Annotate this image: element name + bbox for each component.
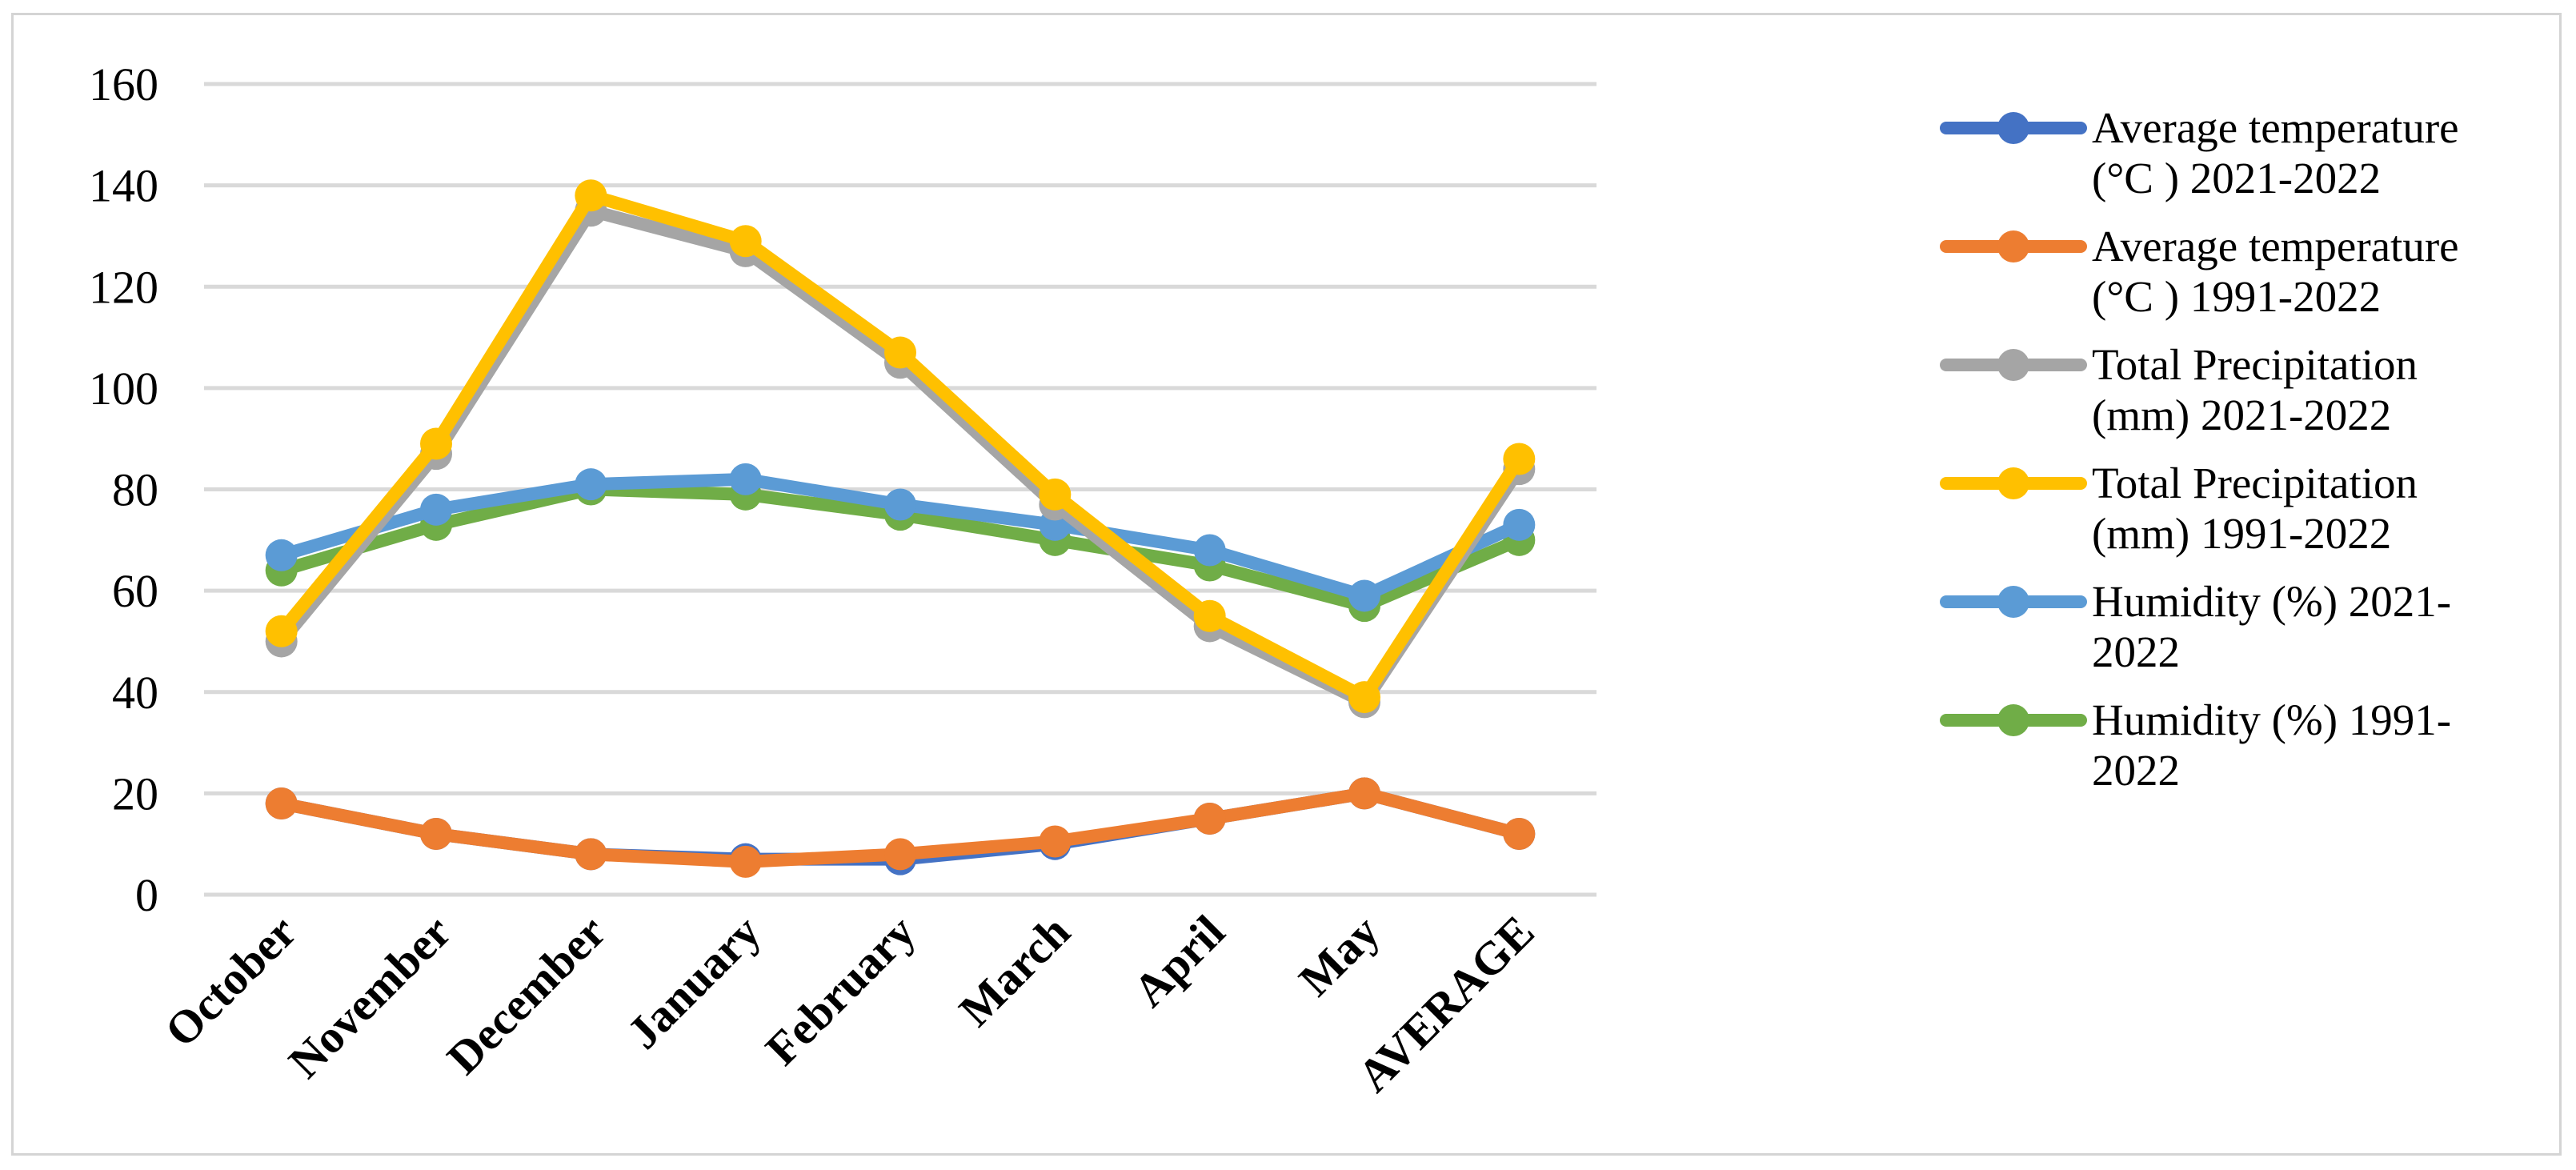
data-point xyxy=(729,225,762,258)
data-point xyxy=(1503,508,1536,541)
data-point xyxy=(729,463,762,495)
x-category-label: February xyxy=(755,905,925,1075)
series-line xyxy=(274,189,1526,704)
data-point xyxy=(729,845,762,878)
legend-swatch-marker xyxy=(1997,704,2029,736)
legend-label: Total Precipitation (mm) 2021-2022 xyxy=(2092,340,2418,439)
legend-entry: Humidity (%) 1991-2022 xyxy=(1940,695,2451,795)
legend-label: Average temperature (°C ) 1991-2022 xyxy=(2092,222,2459,321)
data-point xyxy=(1193,599,1226,632)
legend-label: Humidity (%) 2021-2022 xyxy=(2092,577,2451,676)
x-category-label: May xyxy=(1289,905,1390,1006)
data-point xyxy=(1503,818,1536,851)
legend-label: Humidity (%) 1991-2022 xyxy=(2092,695,2451,795)
y-tick-label: 0 xyxy=(135,869,158,921)
data-point xyxy=(884,336,916,369)
data-point xyxy=(1039,478,1072,511)
x-category-label: December xyxy=(437,905,616,1084)
y-axis-tick-labels: 0 20 40 60 80 100 120 140 160 xyxy=(89,58,158,921)
data-point xyxy=(575,468,607,501)
series-lines xyxy=(265,179,1536,878)
data-point xyxy=(1039,825,1072,858)
y-tick-label: 120 xyxy=(89,261,158,313)
data-point xyxy=(884,838,916,871)
data-point xyxy=(1348,579,1380,612)
data-point xyxy=(1503,443,1536,475)
data-point xyxy=(575,838,607,871)
legend-swatch-marker xyxy=(1997,467,2029,499)
legend-entry: Total Precipitation (mm) 1991-2022 xyxy=(1940,459,2418,558)
x-category-label: January xyxy=(617,905,771,1059)
legend-entry: Average temperature (°C ) 2021-2022 xyxy=(1940,103,2459,202)
data-point xyxy=(575,179,607,212)
data-point xyxy=(884,488,916,521)
y-tick-label: 80 xyxy=(112,464,158,516)
data-point xyxy=(420,427,452,460)
y-tick-label: 40 xyxy=(112,667,158,719)
legend-entry: Humidity (%) 2021-2022 xyxy=(1940,577,2451,676)
legend-entry: Total Precipitation (mm) 2021-2022 xyxy=(1940,340,2418,439)
y-tick-label: 20 xyxy=(112,767,158,819)
y-tick-label: 160 xyxy=(89,58,158,110)
data-point xyxy=(420,818,452,851)
y-tick-label: 60 xyxy=(112,565,158,617)
series-3 xyxy=(265,179,1536,714)
series-line xyxy=(274,204,1526,709)
x-category-label: March xyxy=(949,905,1080,1036)
gridlines xyxy=(204,82,1596,897)
legend-swatch-marker xyxy=(1997,112,2029,144)
legend-swatch-marker xyxy=(1997,230,2029,262)
data-point xyxy=(420,493,452,526)
y-tick-label: 140 xyxy=(89,160,158,212)
y-tick-label: 100 xyxy=(89,363,158,415)
data-point xyxy=(265,539,298,571)
series-2 xyxy=(265,194,1536,719)
legend-swatch-marker xyxy=(1997,586,2029,618)
x-category-label: April xyxy=(1123,905,1234,1016)
data-point xyxy=(265,787,298,820)
legend-label: Average temperature (°C ) 2021-2022 xyxy=(2092,103,2459,202)
data-point xyxy=(1193,803,1226,835)
x-category-label: October xyxy=(154,905,306,1056)
legend-swatch-marker xyxy=(1997,349,2029,381)
legend-label: Total Precipitation (mm) 1991-2022 xyxy=(2092,459,2418,558)
data-point xyxy=(1193,534,1226,567)
series-1 xyxy=(265,777,1536,878)
x-category-label: November xyxy=(278,905,461,1088)
data-point xyxy=(265,615,298,647)
legend-entry: Average temperature (°C ) 1991-2022 xyxy=(1940,222,2459,321)
data-point xyxy=(1348,681,1380,714)
series-4 xyxy=(265,463,1536,612)
data-point xyxy=(1348,777,1380,810)
legend: Average temperature (°C ) 2021-2022 Averag… xyxy=(1940,103,2459,795)
